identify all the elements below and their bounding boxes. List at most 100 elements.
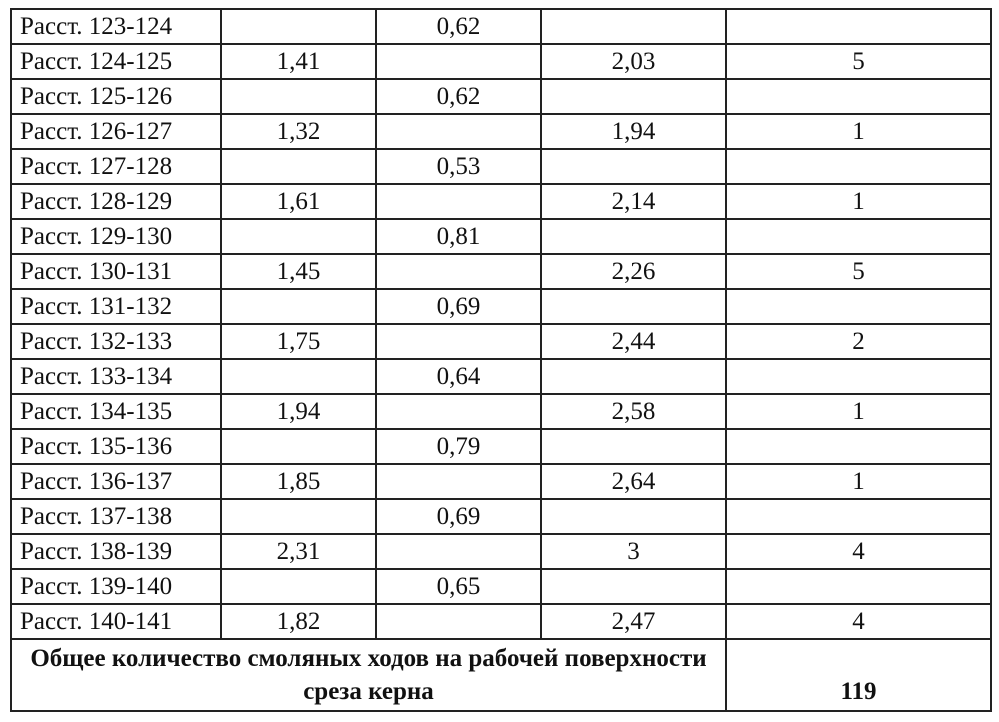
value-col-5: 5 <box>725 43 992 80</box>
value-col-4: 2,26 <box>540 253 727 290</box>
row-label: Расст. 135-136 <box>10 428 222 465</box>
table-row: Расст. 137-138 0,69 <box>10 498 992 535</box>
value-col-2 <box>220 498 377 535</box>
value-col-5 <box>725 428 992 465</box>
value-col-3: 0,81 <box>375 218 542 255</box>
value-col-5: 1 <box>725 393 992 430</box>
value-col-2: 1,45 <box>220 253 377 290</box>
value-col-3: 0,62 <box>375 8 542 45</box>
value-col-3: 0,69 <box>375 498 542 535</box>
table-row: Расст. 136-137 1,85 2,64 1 <box>10 463 992 500</box>
value-col-5 <box>725 288 992 325</box>
row-label: Расст. 125-126 <box>10 78 222 115</box>
value-col-3: 0,64 <box>375 358 542 395</box>
table-row: Расст. 125-126 0,62 <box>10 78 992 115</box>
table-row: Расст. 140-141 1,82 2,47 4 <box>10 603 992 640</box>
row-label: Расст. 134-135 <box>10 393 222 430</box>
value-col-2: 1,61 <box>220 183 377 220</box>
value-col-4: 2,58 <box>540 393 727 430</box>
value-col-3: 0,65 <box>375 568 542 605</box>
value-col-2: 1,32 <box>220 113 377 150</box>
table-row: Расст. 139-140 0,65 <box>10 568 992 605</box>
row-label: Расст. 131-132 <box>10 288 222 325</box>
value-col-2 <box>220 428 377 465</box>
value-col-3 <box>375 183 542 220</box>
value-col-5 <box>725 78 992 115</box>
row-label: Расст. 127-128 <box>10 148 222 185</box>
row-label: Расст. 133-134 <box>10 358 222 395</box>
value-col-4 <box>540 78 727 115</box>
row-label: Расст. 126-127 <box>10 113 222 150</box>
value-col-4: 2,44 <box>540 323 727 360</box>
table-row: Расст. 134-135 1,94 2,58 1 <box>10 393 992 430</box>
row-label: Расст. 130-131 <box>10 253 222 290</box>
value-col-3 <box>375 603 542 640</box>
total-label: Общее количество смоляных ходов на рабоч… <box>10 638 727 712</box>
value-col-2 <box>220 148 377 185</box>
value-col-3 <box>375 393 542 430</box>
value-col-4: 1,94 <box>540 113 727 150</box>
row-label: Расст. 124-125 <box>10 43 222 80</box>
table-row: Расст. 131-132 0,69 <box>10 288 992 325</box>
value-col-4 <box>540 568 727 605</box>
value-col-4 <box>540 498 727 535</box>
value-col-4 <box>540 358 727 395</box>
row-label: Расст. 138-139 <box>10 533 222 570</box>
value-col-2: 1,94 <box>220 393 377 430</box>
value-col-4 <box>540 218 727 255</box>
value-col-2: 1,41 <box>220 43 377 80</box>
value-col-3: 0,79 <box>375 428 542 465</box>
row-label: Расст. 132-133 <box>10 323 222 360</box>
value-col-2 <box>220 218 377 255</box>
value-col-4 <box>540 428 727 465</box>
value-col-2: 1,82 <box>220 603 377 640</box>
value-col-4 <box>540 148 727 185</box>
table-body: Расст. 123-124 0,62 Расст. 124-125 1,41 2,03… <box>10 8 992 712</box>
value-col-3 <box>375 463 542 500</box>
value-col-4: 2,47 <box>540 603 727 640</box>
value-col-5: 4 <box>725 603 992 640</box>
value-col-5 <box>725 148 992 185</box>
value-col-3: 0,53 <box>375 148 542 185</box>
value-col-2 <box>220 288 377 325</box>
data-table: Расст. 123-124 0,62 Расст. 124-125 1,41 2,03… <box>10 8 992 712</box>
value-col-2 <box>220 568 377 605</box>
value-col-5 <box>725 568 992 605</box>
row-label: Расст. 139-140 <box>10 568 222 605</box>
row-label: Расст. 128-129 <box>10 183 222 220</box>
value-col-5 <box>725 498 992 535</box>
table-row: Расст. 128-129 1,61 2,14 1 <box>10 183 992 220</box>
value-col-5: 1 <box>725 463 992 500</box>
value-col-2 <box>220 358 377 395</box>
value-col-5: 4 <box>725 533 992 570</box>
value-col-3 <box>375 113 542 150</box>
value-col-2: 1,85 <box>220 463 377 500</box>
value-col-2 <box>220 78 377 115</box>
value-col-4 <box>540 8 727 45</box>
table-row: Расст. 138-139 2,31 3 4 <box>10 533 992 570</box>
value-col-5: 1 <box>725 113 992 150</box>
row-label: Расст. 137-138 <box>10 498 222 535</box>
value-col-3 <box>375 253 542 290</box>
value-col-5 <box>725 218 992 255</box>
value-col-4: 2,64 <box>540 463 727 500</box>
value-col-5: 2 <box>725 323 992 360</box>
table-row: Расст. 130-131 1,45 2,26 5 <box>10 253 992 290</box>
total-row: Общее количество смоляных ходов на рабоч… <box>10 638 992 712</box>
table-row: Расст. 127-128 0,53 <box>10 148 992 185</box>
value-col-5: 1 <box>725 183 992 220</box>
total-value: 119 <box>725 638 992 712</box>
value-col-3: 0,62 <box>375 78 542 115</box>
value-col-3 <box>375 533 542 570</box>
value-col-4 <box>540 288 727 325</box>
table-row: Расст. 126-127 1,32 1,94 1 <box>10 113 992 150</box>
table-row: Расст. 133-134 0,64 <box>10 358 992 395</box>
value-col-4: 2,03 <box>540 43 727 80</box>
row-label: Расст. 140-141 <box>10 603 222 640</box>
table-row: Расст. 129-130 0,81 <box>10 218 992 255</box>
value-col-5 <box>725 8 992 45</box>
value-col-4: 2,14 <box>540 183 727 220</box>
table-row: Расст. 132-133 1,75 2,44 2 <box>10 323 992 360</box>
value-col-5 <box>725 358 992 395</box>
